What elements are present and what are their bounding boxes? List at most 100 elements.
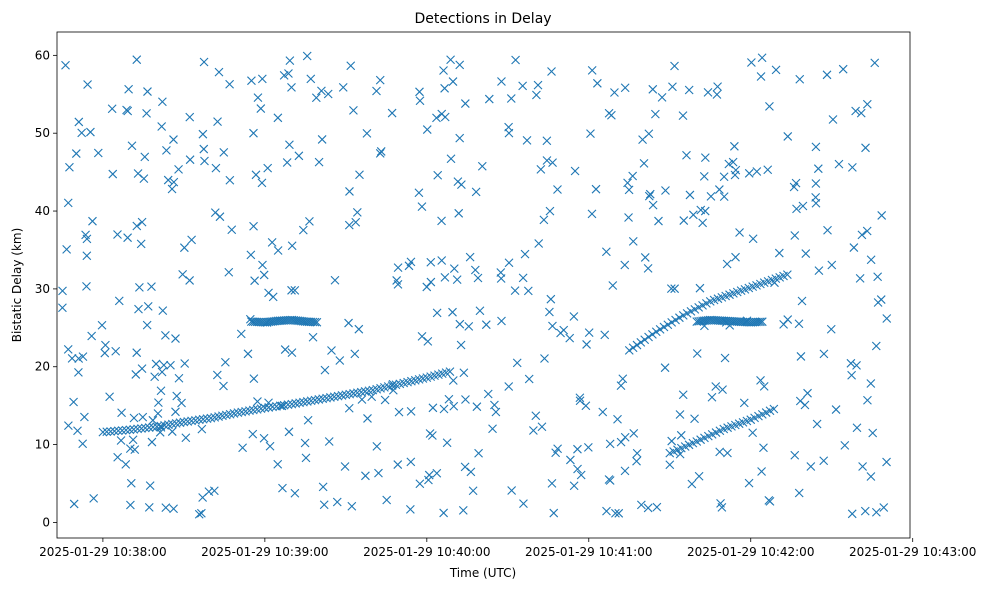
data-point: [863, 395, 872, 405]
data-point: [822, 70, 832, 80]
data-point: [459, 368, 469, 378]
data-point: [140, 152, 150, 162]
data-point: [437, 216, 446, 226]
data-point: [287, 399, 297, 409]
data-point: [533, 80, 543, 90]
data-point: [308, 317, 318, 327]
data-point: [636, 337, 646, 347]
data-point: [685, 190, 695, 200]
data-point: [249, 128, 258, 138]
data-point: [327, 346, 336, 355]
data-point: [644, 332, 653, 342]
data-point: [523, 286, 533, 296]
data-point: [317, 86, 326, 96]
data-point: [233, 408, 243, 418]
data-point: [236, 329, 246, 339]
data-point: [219, 381, 228, 391]
data-point: [575, 393, 585, 403]
data-point: [247, 76, 256, 86]
data-point: [652, 502, 662, 512]
data-point: [723, 448, 732, 458]
data-point: [587, 209, 597, 219]
data-point: [790, 450, 800, 460]
data-point: [197, 424, 207, 434]
data-point: [282, 158, 292, 167]
data-point: [122, 105, 131, 115]
data-point: [724, 159, 734, 169]
data-point: [88, 216, 97, 226]
data-point: [712, 90, 722, 99]
data-point: [67, 353, 77, 363]
data-point: [654, 216, 663, 226]
data-point: [428, 403, 438, 413]
data-point: [237, 407, 247, 417]
data-point: [655, 324, 665, 334]
data-point: [432, 113, 441, 123]
data-point: [71, 149, 81, 158]
data-point: [797, 296, 807, 306]
data-point: [755, 317, 765, 327]
data-point: [713, 82, 722, 91]
data-point: [422, 282, 432, 292]
data-point: [847, 509, 857, 519]
data-point: [132, 55, 142, 65]
data-point: [665, 460, 675, 470]
data-point: [539, 215, 549, 225]
data-point: [714, 185, 724, 194]
data-point: [249, 221, 258, 231]
data-point: [803, 388, 812, 398]
data-point: [158, 97, 167, 107]
data-point: [670, 284, 680, 294]
data-point: [520, 249, 530, 259]
data-point: [167, 427, 177, 436]
data-point: [659, 322, 669, 332]
data-point: [640, 335, 650, 345]
data-point: [202, 414, 212, 424]
data-point: [245, 406, 254, 416]
data-point: [69, 499, 79, 509]
data-point: [565, 333, 575, 343]
data-point: [795, 74, 805, 84]
data-point: [82, 251, 92, 261]
data-point: [553, 185, 562, 194]
data-point: [610, 88, 619, 97]
data-point: [851, 106, 860, 116]
data-point: [601, 247, 611, 257]
data-point: [77, 128, 87, 138]
data-point: [74, 354, 84, 363]
data-point: [752, 167, 762, 176]
data-point: [794, 319, 804, 329]
data-point: [819, 456, 829, 466]
data-point: [504, 258, 514, 268]
data-point: [792, 204, 801, 214]
data-point: [132, 348, 142, 358]
data-point: [363, 414, 372, 423]
data-point: [703, 87, 713, 97]
data-point: [439, 66, 448, 75]
data-point: [616, 381, 626, 391]
data-point: [198, 493, 208, 502]
data-point: [770, 278, 779, 288]
data-point: [569, 481, 579, 491]
data-point: [211, 163, 221, 173]
data-point: [78, 352, 88, 361]
data-point: [277, 401, 287, 411]
y-tick-label: 10: [35, 438, 50, 452]
data-point: [632, 340, 642, 350]
data-point: [332, 497, 342, 507]
data-point: [161, 331, 170, 340]
data-point: [253, 93, 263, 103]
data-point: [748, 428, 758, 438]
data-point: [301, 453, 311, 463]
data-point: [491, 407, 501, 417]
data-point: [684, 85, 694, 95]
data-point: [142, 108, 151, 118]
y-tick-label: 40: [35, 204, 50, 218]
data-point: [123, 233, 132, 243]
data-point: [497, 77, 506, 86]
data-point: [879, 503, 889, 512]
data-point: [406, 457, 416, 467]
data-point: [349, 389, 358, 398]
data-point: [337, 391, 347, 400]
